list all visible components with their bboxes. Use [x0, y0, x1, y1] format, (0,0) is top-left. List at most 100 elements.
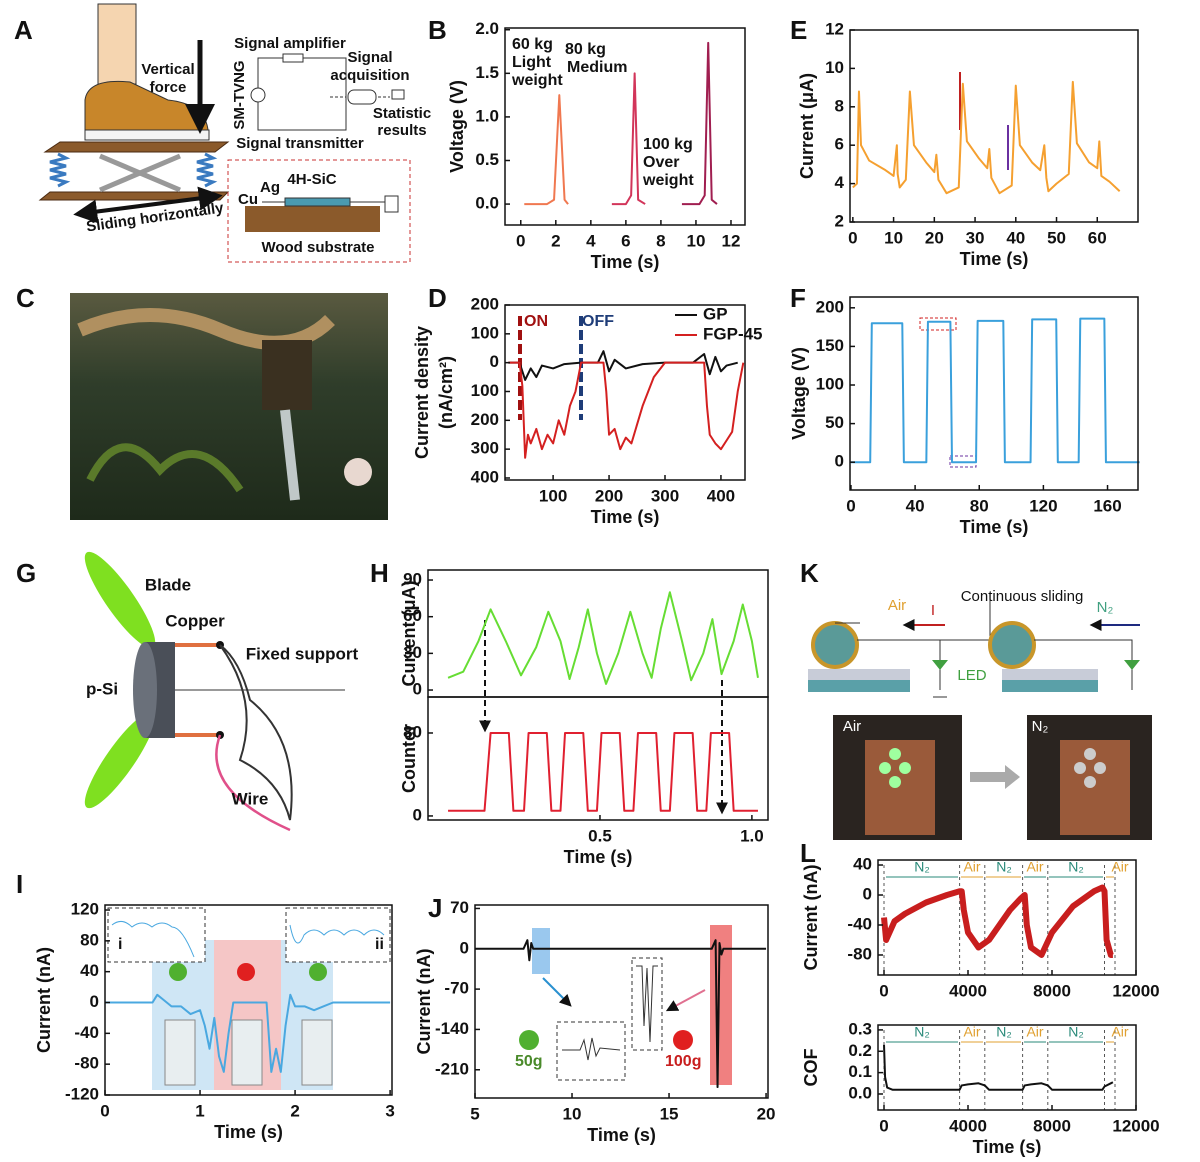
- plot-frame: [427, 569, 769, 698]
- annotation: Air: [1111, 859, 1128, 875]
- y-tick-label: 0: [835, 452, 844, 471]
- data-line: [611, 72, 646, 206]
- x-tick-label: 200: [595, 486, 623, 505]
- x-tick-label: 3: [385, 1101, 394, 1120]
- data-line: [850, 317, 1140, 464]
- x-tick-label: 160: [1093, 496, 1121, 515]
- y-axis-label: Current (nA): [34, 947, 54, 1053]
- shape: [133, 642, 157, 738]
- shape: [542, 977, 572, 1007]
- y-tick-label: 0: [413, 680, 422, 699]
- shape: [899, 762, 911, 774]
- y-tick-label: 0.3: [848, 1019, 872, 1038]
- y-tick-label: -80: [847, 944, 872, 963]
- label: C: [16, 283, 35, 313]
- label: SM-TVNG: [231, 60, 248, 129]
- annotation: weight: [511, 72, 563, 89]
- x-tick-label: 400: [707, 486, 735, 505]
- label: A: [14, 15, 33, 45]
- label: force: [150, 79, 187, 96]
- shape: [97, 3, 137, 85]
- x-axis-label: Time (s): [973, 1137, 1042, 1157]
- y-tick-label: 2.0: [475, 19, 499, 38]
- shape: [169, 963, 187, 981]
- x-axis-label: Time (s): [960, 249, 1029, 269]
- y-tick-label: -70: [444, 979, 469, 998]
- y-tick-label: 200: [471, 294, 499, 313]
- y-tick-label: 100: [471, 381, 499, 400]
- shape: [86, 443, 244, 493]
- shape: [835, 600, 991, 690]
- x-tick-label: 1.0: [740, 826, 764, 845]
- y-tick-label: 0.5: [475, 150, 499, 169]
- x-tick-label: 0: [848, 228, 857, 247]
- y-tick-label: 12: [825, 19, 844, 38]
- annotation: 60 kg: [512, 36, 553, 53]
- x-tick-label: 12: [722, 231, 741, 250]
- label: Air: [888, 597, 906, 614]
- annotation: Air: [1026, 859, 1043, 875]
- x-axis-label: Time (s): [564, 847, 633, 867]
- x-axis-label: Time (s): [591, 507, 660, 527]
- label: E: [790, 15, 807, 45]
- y-tick-label: 6: [835, 135, 844, 154]
- shape: [808, 680, 910, 692]
- y-tick-label: 4: [835, 173, 845, 192]
- annotation: 50g: [515, 1053, 543, 1070]
- shape: [988, 621, 1036, 669]
- x-tick-label: 20: [757, 1104, 776, 1123]
- label: Statistic: [373, 105, 431, 122]
- shape: [107, 907, 206, 963]
- x-axis-label: Time (s): [960, 517, 1029, 537]
- plot-frame: [849, 296, 1139, 491]
- plot-frame: [877, 859, 1137, 976]
- label: results: [377, 122, 426, 139]
- shape: [289, 924, 385, 944]
- shape: [344, 458, 372, 486]
- y-axis-label: Current (nA): [801, 865, 821, 971]
- y-axis-label: (nA/cm²): [436, 356, 456, 429]
- plot-frame: [849, 29, 1139, 223]
- y-tick-label: 2: [835, 211, 844, 230]
- shape: [1124, 660, 1140, 670]
- y-axis-label: Counter: [399, 724, 419, 793]
- y-tick-label: 0: [460, 938, 469, 957]
- y-tick-label: -210: [435, 1059, 469, 1078]
- label: I: [931, 602, 935, 619]
- annotation: Medium: [567, 59, 627, 76]
- shape: [519, 1030, 539, 1050]
- y-tick-label: 80: [403, 722, 422, 741]
- label: J: [428, 893, 442, 923]
- shape: [391, 89, 405, 100]
- y-tick-label: 400: [471, 467, 499, 486]
- annotation: N₂: [996, 859, 1012, 875]
- shape: [99, 153, 181, 193]
- shape: [49, 152, 71, 188]
- y-axis-label: Current (μA): [399, 580, 419, 686]
- shape: [262, 340, 312, 410]
- data-line: [883, 1044, 1114, 1091]
- shape: [1002, 669, 1098, 680]
- label: I: [16, 869, 23, 899]
- shape: [309, 963, 327, 981]
- annotation: 100g: [665, 1053, 701, 1070]
- label: 4H-SiC: [287, 171, 336, 188]
- label: Signal: [347, 49, 392, 66]
- shape: [673, 1030, 693, 1050]
- y-axis-label: Voltage (V): [447, 80, 467, 173]
- annotation: 100 kg: [643, 136, 693, 153]
- y-axis-label: Voltage (V): [789, 347, 809, 440]
- y-tick-label: 100: [471, 323, 499, 342]
- shape: [1002, 680, 1098, 692]
- shape: [636, 965, 658, 1043]
- x-tick-label: 15: [660, 1104, 679, 1123]
- x-tick-label: 100: [539, 486, 567, 505]
- annotation: Light: [512, 54, 552, 71]
- x-tick-label: 0: [879, 1116, 888, 1135]
- annotation: Air: [1026, 1024, 1043, 1040]
- label: Air: [843, 718, 861, 735]
- y-tick-label: 0: [490, 352, 499, 371]
- annotation: i: [118, 936, 122, 953]
- x-tick-label: 50: [1047, 228, 1066, 247]
- x-tick-label: 0.5: [588, 826, 612, 845]
